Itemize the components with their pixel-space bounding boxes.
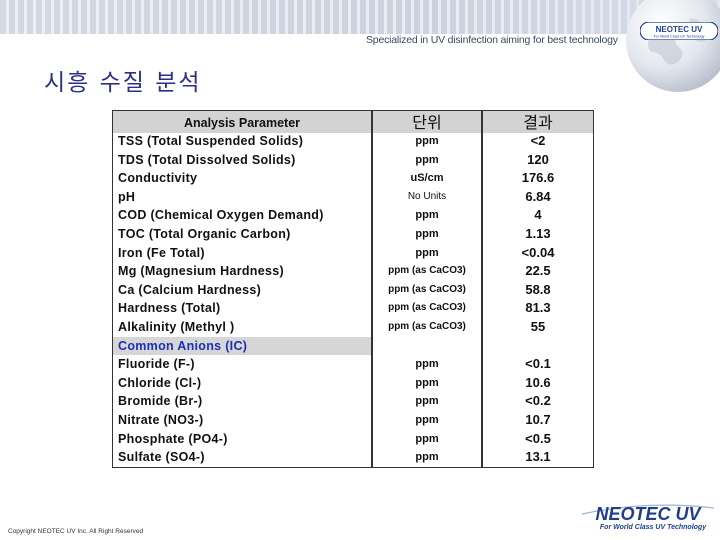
row-parameter: TSS (Total Suspended Solids) (118, 134, 304, 148)
header-parameter: Analysis Parameter (183, 116, 301, 130)
table-row: TDS (Total Dissolved Solids) ppm 120 (112, 151, 594, 170)
row-result: <0.5 (525, 430, 551, 446)
neotec-logo-bottom: NEOTEC UV For World Class UV Technology (581, 504, 715, 531)
row-unit: ppm (415, 228, 439, 240)
table-row: Fluoride (F-) ppm <0.1 (112, 355, 594, 374)
neotec-logo-top: NEOTEC UV For World Class UV Technology (640, 22, 718, 40)
table-row: Alkalinity (Methyl ) ppm (as CaCO3) 55 (112, 318, 594, 337)
svg-text:NEOTEC UV: NEOTEC UV (595, 504, 702, 524)
row-result: 55 (530, 319, 546, 334)
row-unit: ppm (415, 432, 439, 445)
row-parameter: Nitrate (NO3-) (118, 413, 204, 427)
section-row-common-anions: Common Anions (IC) (112, 336, 594, 356)
table-row: Sulfate (SO4-) ppm 13.1 (112, 448, 594, 467)
table-row: Ca (Calcium Hardness) ppm (as CaCO3) 58.… (112, 281, 594, 300)
row-parameter: COD (Chemical Oxygen Demand) (118, 208, 324, 223)
row-result: 6.84 (525, 188, 551, 204)
table-row: Chloride (Cl-) ppm 10.6 (112, 374, 594, 393)
table-row: Bromide (Br-) ppm <0.2 (112, 392, 594, 411)
row-parameter: Mg (Magnesium Hardness) (118, 264, 284, 279)
row-parameter: Chloride (Cl-) (118, 375, 202, 390)
row-parameter: Conductivity (118, 171, 198, 186)
row-result: 81.3 (525, 300, 551, 316)
row-unit: ppm (415, 451, 439, 464)
table-row: Hardness (Total) ppm (as CaCO3) 81.3 (112, 299, 594, 318)
row-unit: ppm (415, 209, 439, 222)
row-unit: ppm (415, 153, 439, 166)
row-result: 58.8 (525, 281, 551, 297)
svg-text:For World Class UV Technology: For World Class UV Technology (600, 524, 707, 531)
row-unit: ppm (as CaCO3) (388, 321, 466, 332)
svg-text:For World Class UV Technology: For World Class UV Technology (654, 35, 705, 39)
row-result: <0.2 (525, 393, 551, 409)
row-parameter: Phosphate (PO4-) (118, 431, 228, 446)
header-unit: 단위 (412, 113, 442, 132)
unit-column (372, 110, 482, 468)
table-row: pH No Units 6.84 (112, 188, 594, 207)
table-row: Conductivity uS/cm 176.6 (112, 169, 594, 188)
row-result: <0.1 (525, 356, 551, 372)
row-result: 10.6 (525, 374, 551, 390)
table-row: Nitrate (NO3-) ppm 10.7 (112, 411, 594, 430)
row-parameter: Alkalinity (Methyl ) (118, 320, 235, 334)
row-unit: ppm (as CaCO3) (388, 265, 466, 277)
row-parameter: TDS (Total Dissolved Solids) (118, 152, 296, 167)
row-unit: ppm (415, 135, 439, 147)
table-row: TOC (Total Organic Carbon) ppm 1.13 (112, 225, 594, 244)
table-row: Iron (Fe Total) ppm <0.04 (112, 244, 594, 263)
row-parameter: TOC (Total Organic Carbon) (118, 227, 291, 241)
row-unit: No Units (407, 190, 447, 202)
row-unit: uS/cm (410, 172, 444, 185)
row-parameter: pH (118, 189, 136, 204)
row-parameter: Ca (Calcium Hardness) (118, 282, 262, 297)
row-result: 13.1 (525, 449, 551, 465)
row-unit: ppm (415, 358, 439, 371)
row-result: 1.13 (525, 226, 551, 241)
copyright-text: Copyright NEOTEC UV Inc. All Right Reser… (8, 528, 144, 535)
section-band (113, 336, 371, 356)
table-row: COD (Chemical Oxygen Demand) ppm 4 (112, 206, 594, 225)
table-row: TSS (Total Suspended Solids) ppm <2 (112, 132, 594, 151)
row-result: 120 (527, 151, 549, 167)
parameter-column (112, 110, 372, 468)
row-parameter: Hardness (Total) (118, 301, 221, 316)
result-column (482, 110, 594, 468)
row-result: 10.7 (525, 412, 551, 427)
row-unit: ppm (415, 376, 439, 389)
row-result: <0.04 (521, 244, 555, 260)
row-unit: ppm (415, 395, 439, 408)
row-parameter: Bromide (Br-) (118, 394, 203, 409)
row-unit: ppm (as CaCO3) (388, 302, 466, 314)
slide-title: 시흥 수질 분석 (44, 70, 202, 96)
row-result: 22.5 (525, 263, 551, 279)
table-row: Mg (Magnesium Hardness) ppm (as CaCO3) 2… (112, 262, 594, 281)
row-result: <2 (530, 133, 546, 148)
row-unit: ppm (415, 414, 439, 426)
header-band-fade (0, 0, 720, 34)
section-label: Common Anions (IC) (118, 338, 248, 353)
globe-graphic (626, 0, 720, 92)
svg-text:NEOTEC UV: NEOTEC UV (656, 25, 703, 34)
table-row: Phosphate (PO4-) ppm <0.5 (112, 430, 594, 449)
header-result: 결과 (523, 113, 553, 132)
water-analysis-table: Analysis Parameter 단위 결과 TSS (Total Susp… (112, 110, 594, 468)
row-parameter: Iron (Fe Total) (118, 245, 205, 260)
row-unit: ppm (415, 246, 439, 259)
header-tagline: Specialized in UV disinfection aiming fo… (366, 34, 618, 46)
row-result: 4 (534, 207, 542, 223)
row-result: 176.6 (521, 170, 555, 186)
row-unit: ppm (as CaCO3) (388, 283, 466, 295)
row-parameter: Fluoride (F-) (118, 357, 195, 372)
row-parameter: Sulfate (SO4-) (118, 450, 205, 465)
